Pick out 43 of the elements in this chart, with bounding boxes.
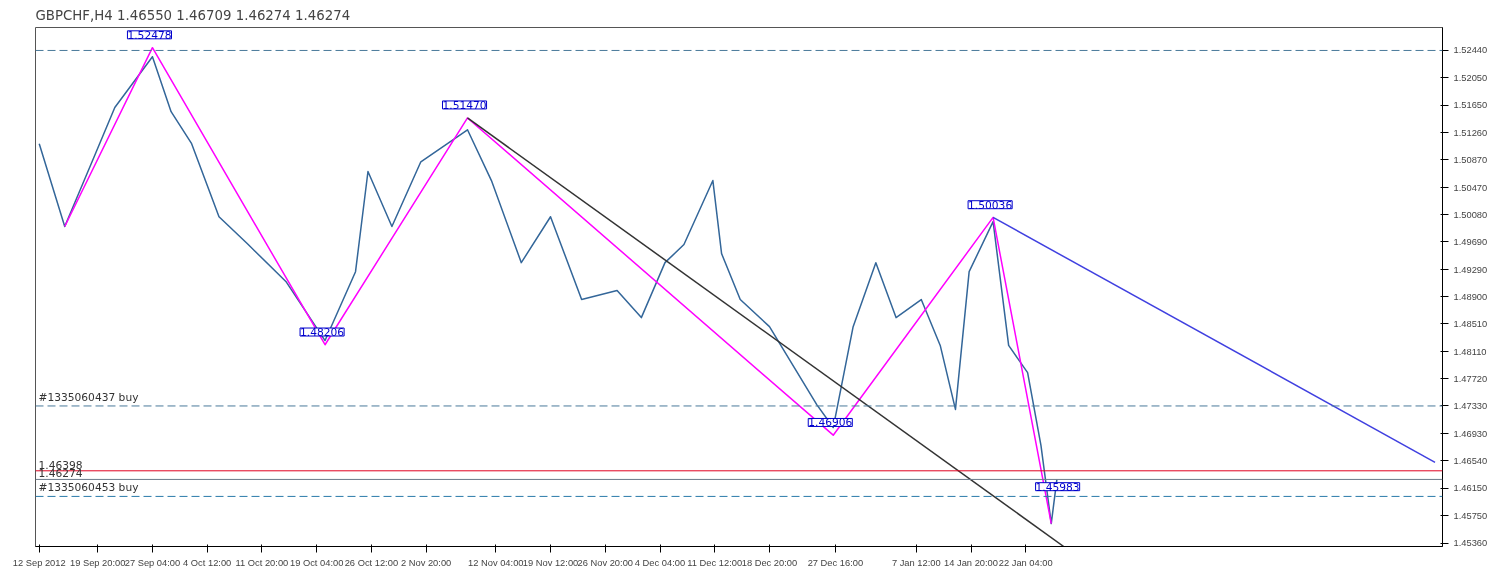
y-tick-label: 1.49290 — [1453, 264, 1488, 275]
y-tick-label: 1.45750 — [1453, 510, 1488, 521]
x-tick-label: 7 Jan 12:00 — [891, 557, 941, 568]
x-tick-label: 26 Oct 12:00 — [344, 557, 399, 568]
chart-title: GBPCHF,H4 1.46550 1.46709 1.46274 1.46274 — [35, 7, 351, 23]
ref-line-label: 1.46274 — [38, 467, 83, 481]
x-tick-label: 26 Nov 20:00 — [577, 557, 634, 568]
y-tick-label: 1.48110 — [1453, 346, 1487, 357]
y-tick-label: 1.50470 — [1453, 182, 1488, 193]
y-tick-label: 1.52440 — [1453, 45, 1488, 56]
x-tick-label: 11 Dec 12:00 — [687, 557, 743, 568]
ref-line-label: #1335060437 buy — [38, 390, 139, 404]
x-tick-label: 14 Jan 20:00 — [944, 557, 998, 568]
x-tick-label: 2 Nov 20:00 — [400, 557, 452, 568]
annotation: 1.46906 — [808, 416, 853, 430]
x-tick-label: 19 Nov 12:00 — [522, 557, 579, 568]
y-tick-label: 1.52050 — [1453, 72, 1488, 83]
y-tick-label: 1.47330 — [1453, 400, 1488, 411]
y-tick-label: 1.47720 — [1453, 373, 1488, 384]
y-tick-label: 1.51260 — [1453, 127, 1488, 138]
y-tick-label: 1.46150 — [1453, 483, 1488, 494]
y-tick-label: 1.46930 — [1453, 428, 1488, 439]
y-tick-label: 1.50080 — [1453, 209, 1488, 220]
x-tick-label: 12 Nov 04:00 — [468, 557, 524, 568]
x-tick-label: 12 Sep 2012 — [12, 557, 66, 568]
y-tick-label: 1.51650 — [1453, 100, 1488, 111]
x-tick-label: 4 Dec 04:00 — [634, 557, 686, 568]
y-tick-label: 1.48510 — [1453, 318, 1488, 329]
y-tick-label: 1.49690 — [1453, 236, 1488, 247]
y-tick-label: 1.50870 — [1453, 154, 1488, 165]
y-tick-label: 1.46540 — [1453, 455, 1488, 466]
ref-line-label: #1335060453 buy — [38, 481, 139, 495]
x-tick-label: 19 Oct 04:00 — [289, 557, 344, 568]
y-tick-label: 1.48900 — [1453, 291, 1488, 302]
x-tick-label: 22 Jan 04:00 — [998, 557, 1053, 568]
x-tick-label: 19 Sep 20:00 — [69, 557, 126, 568]
x-tick-label: 27 Sep 04:00 — [124, 557, 181, 568]
y-tick-label: 1.45360 — [1453, 538, 1488, 549]
x-tick-label: 27 Dec 16:00 — [807, 557, 864, 568]
x-tick-label: 18 Dec 20:00 — [741, 557, 798, 568]
x-tick-label: 11 Oct 20:00 — [235, 557, 289, 568]
x-tick-label: 4 Oct 12:00 — [183, 557, 232, 568]
annotation: 1.48206 — [300, 326, 345, 340]
